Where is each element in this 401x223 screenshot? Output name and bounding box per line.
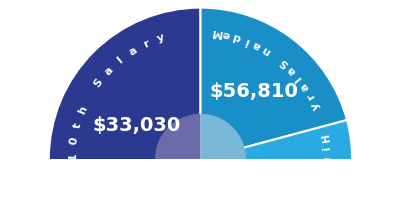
- Text: h: h: [77, 105, 89, 116]
- Text: t: t: [71, 184, 82, 191]
- Text: t: t: [72, 121, 83, 129]
- Text: e: e: [222, 29, 231, 40]
- Text: t: t: [314, 200, 325, 208]
- Bar: [34, 159, 367, 223]
- Text: y: y: [310, 100, 322, 111]
- Text: S: S: [277, 56, 290, 69]
- Text: e: e: [320, 178, 331, 187]
- Text: 9: 9: [304, 219, 316, 223]
- Text: r: r: [305, 91, 317, 101]
- Wedge shape: [200, 114, 246, 205]
- Text: l: l: [294, 74, 304, 83]
- Text: $33,030: $33,030: [93, 116, 181, 135]
- Text: a: a: [251, 39, 263, 51]
- Text: s: s: [318, 189, 329, 198]
- Text: i: i: [244, 35, 251, 46]
- Text: n: n: [261, 44, 272, 57]
- Text: a: a: [102, 65, 115, 77]
- Text: d: d: [232, 31, 242, 43]
- Text: 1: 1: [68, 152, 78, 160]
- Text: h: h: [322, 167, 333, 175]
- Text: y: y: [156, 32, 166, 44]
- Wedge shape: [200, 120, 352, 223]
- Wedge shape: [49, 8, 200, 223]
- Text: s: s: [75, 198, 86, 207]
- Text: e: e: [81, 211, 93, 222]
- Text: r: r: [142, 38, 151, 50]
- Wedge shape: [155, 114, 200, 205]
- Text: $92,450: $92,450: [229, 204, 318, 223]
- Text: a: a: [286, 64, 298, 76]
- Text: S: S: [92, 77, 105, 89]
- Text: H: H: [320, 132, 332, 142]
- Text: l: l: [115, 56, 125, 66]
- Text: g: g: [323, 156, 333, 163]
- Text: 0: 0: [69, 136, 80, 145]
- Wedge shape: [200, 8, 347, 159]
- Text: i: i: [322, 146, 332, 151]
- Text: a: a: [299, 81, 312, 93]
- Text: a: a: [127, 45, 139, 58]
- Text: M: M: [210, 27, 222, 38]
- Text: $56,810: $56,810: [209, 82, 298, 101]
